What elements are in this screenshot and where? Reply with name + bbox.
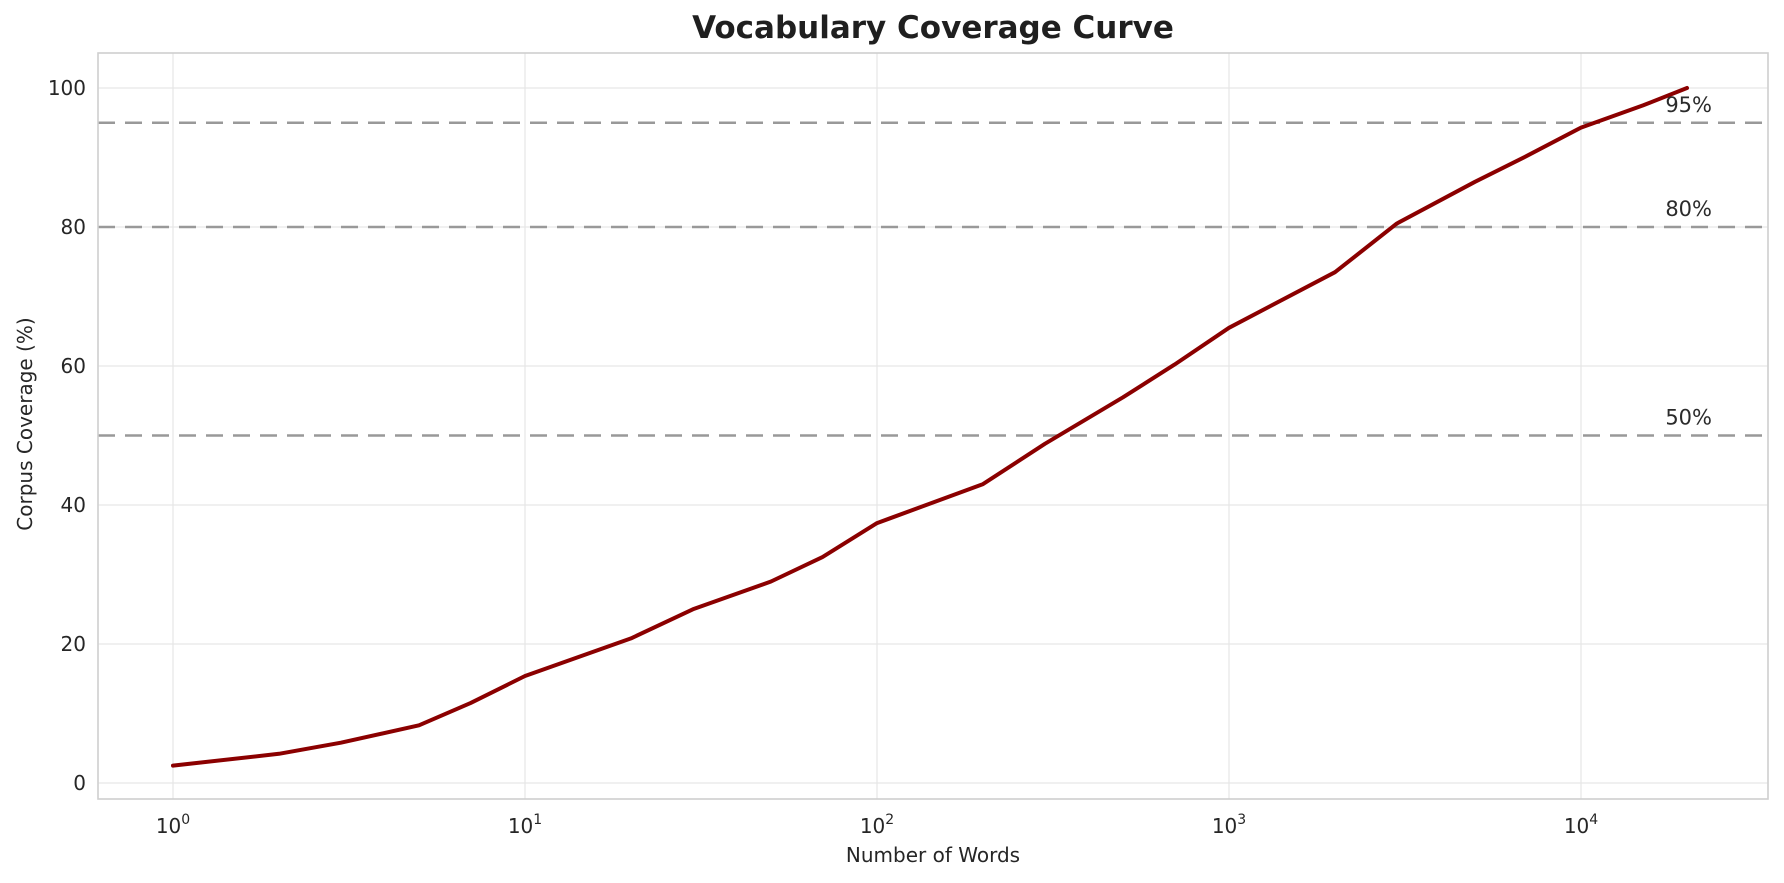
x-tick-label: 103 [1212,812,1246,838]
chart-title: Vocabulary Coverage Curve [692,10,1174,46]
y-tick-label: 20 [61,632,86,656]
y-tick-label: 100 [48,76,86,100]
y-axis-label: Corpus Coverage (%) [13,317,37,531]
x-tick-label: 102 [860,812,894,838]
y-tick-label: 40 [61,493,86,517]
plot-border [97,52,1769,800]
y-tick-label: 60 [61,354,86,378]
x-tick-label: 101 [508,812,542,838]
x-tick-label: 100 [156,812,190,838]
reference-label: 50% [1665,406,1712,430]
x-tick-label: 104 [1564,812,1598,838]
y-tick-label: 80 [61,215,86,239]
reference-label: 95% [1665,93,1712,117]
y-tick-label: 0 [73,771,86,795]
coverage-curve [171,86,1689,768]
x-axis-label: Number of Words [845,843,1021,867]
reference-label: 80% [1665,197,1712,221]
